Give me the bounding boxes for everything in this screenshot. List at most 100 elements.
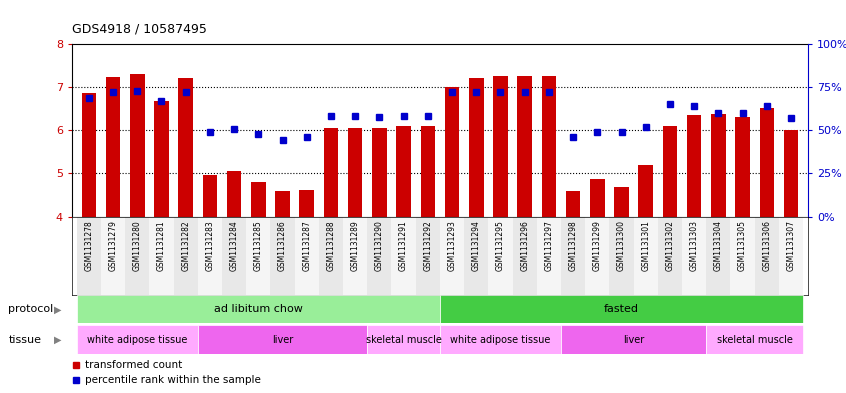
Text: GSM1131301: GSM1131301 xyxy=(641,220,651,271)
Bar xyxy=(614,187,629,217)
Text: GSM1131290: GSM1131290 xyxy=(375,220,384,271)
Bar xyxy=(372,128,387,217)
Text: GSM1131294: GSM1131294 xyxy=(472,220,481,271)
Bar xyxy=(561,217,585,295)
Bar xyxy=(415,217,440,295)
Text: protocol: protocol xyxy=(8,304,53,314)
Text: GSM1131298: GSM1131298 xyxy=(569,220,578,271)
Bar xyxy=(469,78,484,217)
Bar xyxy=(464,217,488,295)
Bar xyxy=(783,130,799,217)
Bar xyxy=(590,178,605,217)
Bar xyxy=(493,76,508,217)
Text: GSM1131287: GSM1131287 xyxy=(302,220,311,271)
Text: fasted: fasted xyxy=(604,304,639,314)
Bar xyxy=(566,191,580,217)
Bar xyxy=(125,217,150,295)
Bar xyxy=(77,325,198,354)
Bar xyxy=(81,93,96,217)
Text: percentile rank within the sample: percentile rank within the sample xyxy=(85,375,261,385)
Bar xyxy=(319,217,343,295)
Bar xyxy=(682,217,706,295)
Text: GSM1131285: GSM1131285 xyxy=(254,220,263,271)
Bar xyxy=(561,325,706,354)
Text: white adipose tissue: white adipose tissue xyxy=(450,334,551,345)
Bar xyxy=(367,217,392,295)
Text: GSM1131307: GSM1131307 xyxy=(787,220,795,272)
Bar xyxy=(440,295,803,323)
Bar xyxy=(662,126,677,217)
Bar xyxy=(706,325,803,354)
Bar xyxy=(440,325,561,354)
Text: GSM1131286: GSM1131286 xyxy=(278,220,287,271)
Text: skeletal muscle: skeletal muscle xyxy=(717,334,793,345)
Bar xyxy=(173,217,198,295)
Bar xyxy=(222,217,246,295)
Bar xyxy=(609,217,634,295)
Text: GSM1131299: GSM1131299 xyxy=(593,220,602,271)
Text: GSM1131281: GSM1131281 xyxy=(157,220,166,271)
Text: GSM1131280: GSM1131280 xyxy=(133,220,142,271)
Text: GSM1131305: GSM1131305 xyxy=(738,220,747,272)
Text: GSM1131303: GSM1131303 xyxy=(689,220,699,272)
Bar xyxy=(513,217,536,295)
Text: GSM1131288: GSM1131288 xyxy=(327,220,336,271)
Text: GSM1131306: GSM1131306 xyxy=(762,220,772,272)
Bar xyxy=(541,76,556,217)
Bar xyxy=(203,175,217,217)
Text: liver: liver xyxy=(623,334,645,345)
Text: GSM1131302: GSM1131302 xyxy=(666,220,674,271)
Bar xyxy=(488,217,513,295)
Bar xyxy=(77,217,101,295)
Text: GSM1131291: GSM1131291 xyxy=(399,220,408,271)
Bar xyxy=(348,128,362,217)
Text: ad libitum chow: ad libitum chow xyxy=(214,304,303,314)
Text: GSM1131284: GSM1131284 xyxy=(229,220,239,271)
Text: GSM1131295: GSM1131295 xyxy=(496,220,505,271)
Text: GSM1131289: GSM1131289 xyxy=(351,220,360,271)
Bar xyxy=(755,217,779,295)
Text: GSM1131296: GSM1131296 xyxy=(520,220,529,271)
Bar xyxy=(639,165,653,217)
Bar xyxy=(440,217,464,295)
Text: GSM1131297: GSM1131297 xyxy=(544,220,553,271)
Bar xyxy=(343,217,367,295)
Text: GDS4918 / 10587495: GDS4918 / 10587495 xyxy=(72,23,206,36)
Bar xyxy=(130,74,145,217)
Text: GSM1131300: GSM1131300 xyxy=(617,220,626,272)
Bar xyxy=(536,217,561,295)
Bar xyxy=(396,126,411,217)
Bar xyxy=(706,217,730,295)
Bar xyxy=(518,76,532,217)
Text: ▶: ▶ xyxy=(54,304,62,314)
Bar xyxy=(760,108,774,217)
Bar xyxy=(251,182,266,217)
Bar xyxy=(634,217,658,295)
Bar xyxy=(445,87,459,217)
Text: transformed count: transformed count xyxy=(85,360,182,370)
Bar xyxy=(271,217,294,295)
Bar xyxy=(106,77,120,217)
Bar xyxy=(294,217,319,295)
Bar xyxy=(198,217,222,295)
Bar xyxy=(392,217,415,295)
Bar xyxy=(367,325,440,354)
Bar xyxy=(730,217,755,295)
Bar xyxy=(198,325,367,354)
Text: GSM1131283: GSM1131283 xyxy=(206,220,214,271)
Text: skeletal muscle: skeletal muscle xyxy=(365,334,442,345)
Bar xyxy=(77,295,440,323)
Bar xyxy=(101,217,125,295)
Text: GSM1131282: GSM1131282 xyxy=(181,220,190,271)
Bar xyxy=(154,101,168,217)
Bar xyxy=(711,114,726,217)
Bar xyxy=(179,78,193,217)
Text: liver: liver xyxy=(272,334,294,345)
Bar xyxy=(735,117,750,217)
Text: ▶: ▶ xyxy=(54,334,62,345)
Bar xyxy=(324,128,338,217)
Bar xyxy=(275,191,290,217)
Text: GSM1131304: GSM1131304 xyxy=(714,220,722,272)
Bar xyxy=(246,217,271,295)
Text: GSM1131279: GSM1131279 xyxy=(108,220,118,271)
